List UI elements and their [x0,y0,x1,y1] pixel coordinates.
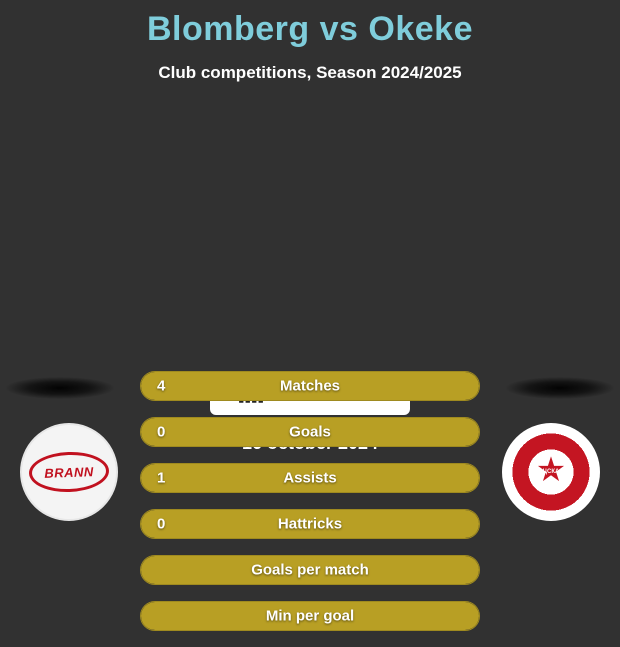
comparison-panel: BRANN ★ ★ ★ ★ ЦСКА 4Matches0Goals1Assist… [0,371,620,454]
crest-center-star-icon: ★ [536,450,566,490]
player-shadow-left [6,377,114,399]
stat-row: 0Goals [140,417,480,447]
page-title: Blomberg vs Okeke [0,0,620,49]
stat-row: Goals per match [140,555,480,585]
stat-row: 4Matches [140,371,480,401]
stat-row: 1Assists [140,463,480,493]
stat-label: Min per goal [141,608,479,625]
stat-label: Goals per match [141,562,479,579]
stat-row: 0Hattricks [140,509,480,539]
stat-label: Assists [141,470,479,487]
stat-label: Matches [141,378,479,395]
club-crest-right: ★ ★ ★ ★ ЦСКА [502,423,600,521]
stat-label: Goals [141,424,479,441]
stat-bars: 4Matches 0Goals 1Assists 0Hattricks Goals pe… [140,371,480,647]
club-crest-left: BRANN [20,423,118,521]
brann-label: BRANN [44,464,94,481]
stat-row: Min per goal [140,601,480,631]
brann-oval: BRANN [28,451,109,494]
subtitle: Club competitions, Season 2024/2025 [0,63,620,83]
stat-label: Hattricks [141,516,479,533]
player-shadow-right [506,377,614,399]
